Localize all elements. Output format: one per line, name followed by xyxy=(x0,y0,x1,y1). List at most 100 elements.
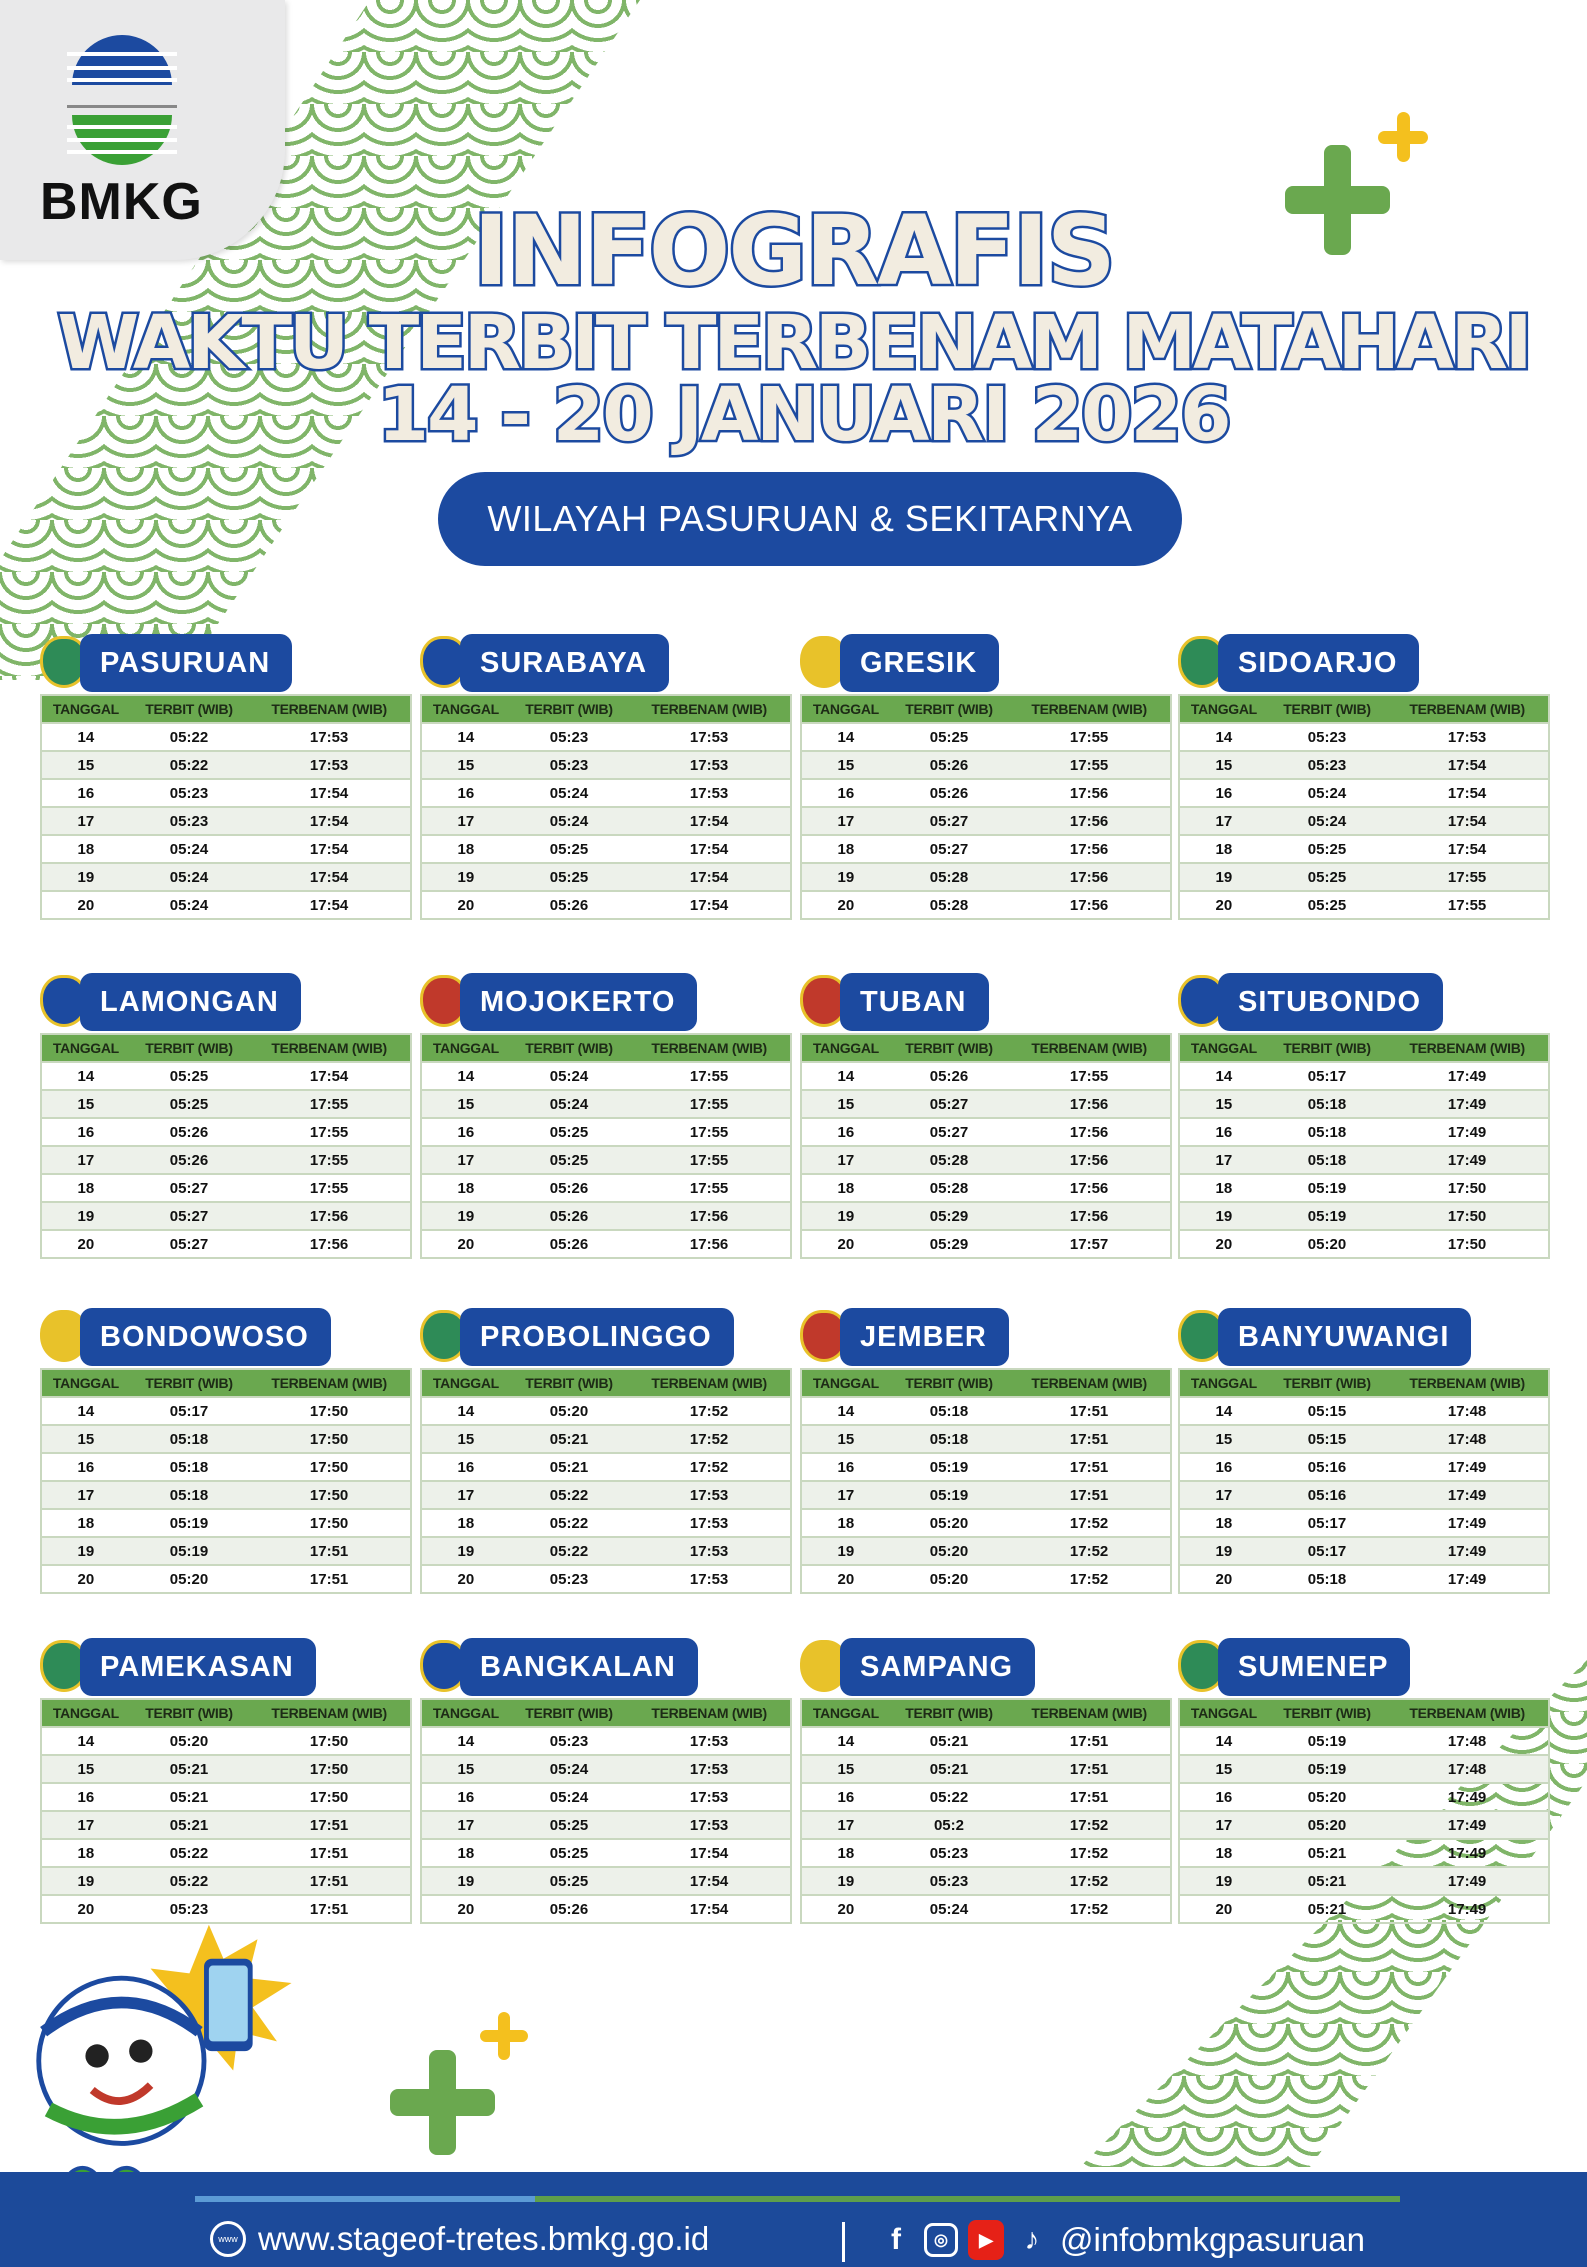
sunset-cell: 17:51 xyxy=(1008,1726,1171,1755)
footer-stripe-green xyxy=(535,2196,1400,2202)
sunset-cell: 17:51 xyxy=(248,1866,411,1895)
sun-times-table: TANGGAL TERBIT (WIB) TERBENAM (WIB) 14 05:23… xyxy=(420,1698,792,1924)
sunrise-cell: 05:23 xyxy=(889,1838,1009,1867)
sunrise-cell: 05:23 xyxy=(1267,722,1387,751)
date-cell: 15 xyxy=(1179,1089,1268,1118)
sunset-cell: 17:52 xyxy=(1008,1866,1171,1895)
table-row: 16 05:26 17:56 xyxy=(801,778,1171,807)
sunset-cell: 17:51 xyxy=(248,1894,411,1923)
sunrise-cell: 05:27 xyxy=(889,1117,1009,1146)
sunrise-cell: 05:25 xyxy=(509,1810,629,1839)
instagram-icon[interactable]: ◎ xyxy=(924,2223,958,2257)
youtube-icon[interactable]: ▶ xyxy=(968,2220,1004,2260)
table-row: 20 05:26 17:54 xyxy=(421,1894,791,1923)
date-cell: 20 xyxy=(41,1229,130,1258)
sunset-cell: 17:53 xyxy=(628,1508,791,1537)
city-name-badge: PAMEKASAN xyxy=(80,1638,316,1696)
column-header: TERBIT (WIB) xyxy=(889,1034,1009,1062)
sun-times-table: TANGGAL TERBIT (WIB) TERBENAM (WIB) 14 05:26… xyxy=(800,1033,1172,1259)
website-url[interactable]: www.stageof-tretes.bmkg.go.id xyxy=(258,2220,710,2257)
table-row: 19 05:22 17:53 xyxy=(421,1536,791,1565)
sunrise-cell: 05:21 xyxy=(889,1754,1009,1783)
sunrise-cell: 05:25 xyxy=(509,1145,629,1174)
bmkg-logo: BMKG xyxy=(0,0,285,260)
sun-times-table: TANGGAL TERBIT (WIB) TERBENAM (WIB) 14 05:18… xyxy=(800,1368,1172,1594)
table-row: 18 05:19 17:50 xyxy=(41,1508,411,1537)
sunset-cell: 17:56 xyxy=(1008,1117,1171,1146)
sunrise-cell: 05:25 xyxy=(509,1866,629,1895)
sunrise-cell: 05:26 xyxy=(509,1229,629,1258)
sunrise-cell: 05:23 xyxy=(129,778,249,807)
table-row: 19 05:29 17:56 xyxy=(801,1201,1171,1230)
sunset-cell: 17:53 xyxy=(628,1810,791,1839)
table-row: 17 05:24 17:54 xyxy=(421,806,791,835)
table-row: 17 05:20 17:49 xyxy=(1179,1810,1549,1839)
sunrise-cell: 05:21 xyxy=(129,1754,249,1783)
table-row: 20 05:26 17:56 xyxy=(421,1229,791,1258)
date-cell: 16 xyxy=(41,1452,130,1481)
table-row: 14 05:17 17:50 xyxy=(41,1396,411,1425)
sunset-cell: 17:56 xyxy=(1008,1145,1171,1174)
table-row: 15 05:15 17:48 xyxy=(1179,1424,1549,1453)
sunrise-cell: 05:18 xyxy=(889,1424,1009,1453)
date-cell: 19 xyxy=(1179,1866,1268,1895)
sunrise-cell: 05:20 xyxy=(889,1508,1009,1537)
sunset-cell: 17:53 xyxy=(628,1480,791,1509)
facebook-icon[interactable]: f xyxy=(891,2223,901,2256)
column-header: TERBIT (WIB) xyxy=(1267,1369,1387,1397)
sunrise-cell: 05:22 xyxy=(889,1782,1009,1811)
date-cell: 15 xyxy=(41,1089,130,1118)
city-table-mojokerto: MOJOKERTO TANGGAL TERBIT (WIB) TERBENAM (WI… xyxy=(420,973,792,1259)
tiktok-icon[interactable]: ♪ xyxy=(1024,2223,1040,2256)
city-name-badge: SAMPANG xyxy=(840,1638,1036,1696)
sunset-cell: 17:53 xyxy=(628,722,791,751)
social-handle[interactable]: @infobmkgpasuruan xyxy=(1060,2221,1366,2258)
sunset-cell: 17:50 xyxy=(248,1726,411,1755)
sunrise-cell: 05:21 xyxy=(509,1452,629,1481)
city-table-pasuruan: PASURUAN TANGGAL TERBIT (WIB) TERBENAM (WIB… xyxy=(40,634,412,920)
date-cell: 16 xyxy=(41,1782,130,1811)
table-row: 20 05:21 17:49 xyxy=(1179,1894,1549,1923)
column-header: TERBIT (WIB) xyxy=(129,1699,249,1727)
date-cell: 15 xyxy=(41,750,130,779)
sunset-cell: 17:52 xyxy=(628,1452,791,1481)
column-header: TANGGAL xyxy=(801,1034,890,1062)
sunset-cell: 17:52 xyxy=(1008,1838,1171,1867)
column-header: TERBENAM (WIB) xyxy=(1386,1699,1549,1727)
date-cell: 20 xyxy=(1179,1229,1268,1258)
date-cell: 19 xyxy=(421,1536,510,1565)
footer: www www.stageof-tretes.bmkg.go.id f ◎ ▶ … xyxy=(0,2172,1587,2267)
table-row: 17 05:25 17:53 xyxy=(421,1810,791,1839)
table-row: 17 05:16 17:49 xyxy=(1179,1480,1549,1509)
sunset-cell: 17:54 xyxy=(248,862,411,891)
column-header: TERBIT (WIB) xyxy=(1267,695,1387,723)
table-row: 18 05:22 17:53 xyxy=(421,1508,791,1537)
date-cell: 20 xyxy=(1179,890,1268,919)
sun-times-table: TANGGAL TERBIT (WIB) TERBENAM (WIB) 14 05:22… xyxy=(40,694,412,920)
date-cell: 20 xyxy=(41,1564,130,1593)
sunrise-cell: 05:20 xyxy=(1267,1782,1387,1811)
date-cell: 19 xyxy=(41,1536,130,1565)
column-header: TERBIT (WIB) xyxy=(129,695,249,723)
city-name-badge: GRESIK xyxy=(840,634,1000,692)
sunrise-cell: 05:26 xyxy=(509,1173,629,1202)
date-cell: 17 xyxy=(1179,1810,1268,1839)
sunrise-cell: 05:26 xyxy=(509,1894,629,1923)
date-cell: 16 xyxy=(801,778,890,807)
sunrise-cell: 05:24 xyxy=(129,862,249,891)
column-header: TERBENAM (WIB) xyxy=(1008,1699,1171,1727)
date-cell: 17 xyxy=(41,1480,130,1509)
date-cell: 17 xyxy=(801,1810,890,1839)
date-cell: 19 xyxy=(421,1201,510,1230)
table-row: 19 05:24 17:54 xyxy=(41,862,411,891)
sunrise-cell: 05:2 xyxy=(889,1810,1009,1839)
city-name-badge: BANGKALAN xyxy=(460,1638,698,1696)
table-header: TANGGAL TERBIT (WIB) TERBENAM (WIB) xyxy=(801,1034,1171,1062)
table-header: TANGGAL TERBIT (WIB) TERBENAM (WIB) xyxy=(1179,1034,1549,1062)
logo-text: BMKG xyxy=(40,173,203,231)
sunset-cell: 17:51 xyxy=(1008,1424,1171,1453)
website-link[interactable]: www www.stageof-tretes.bmkg.go.id xyxy=(210,2220,709,2258)
sunrise-cell: 05:24 xyxy=(889,1894,1009,1923)
table-row: 18 05:21 17:49 xyxy=(1179,1838,1549,1867)
column-header: TERBIT (WIB) xyxy=(889,695,1009,723)
